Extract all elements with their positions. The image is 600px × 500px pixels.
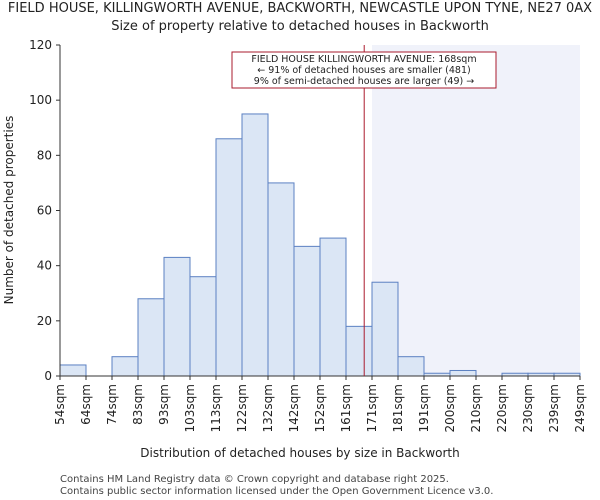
y-tick-label-100: 100 [29,93,52,107]
bar-171sqm [371,281,399,377]
bar-161sqm [345,325,373,377]
y-tick-label-20: 20 [37,314,52,328]
x-tick-label-152sqm: 152sqm [313,384,327,432]
x-tick-label-249sqm: 249sqm [573,384,587,432]
bar-113sqm [215,138,243,377]
annotation-line-1: FIELD HOUSE KILLINGWORTH AVENUE: 168sqm [251,54,476,65]
chart-title: FIELD HOUSE, KILLINGWORTH AVENUE, BACKWO… [8,1,592,16]
x-tick-label-239sqm: 239sqm [547,384,561,432]
x-tick-label-230sqm: 230sqm [521,384,535,432]
bar-93sqm [163,256,191,377]
x-tick-label-113sqm: 113sqm [209,384,223,432]
x-tick-label-181sqm: 181sqm [391,384,405,432]
x-tick-label-93sqm: 93sqm [157,384,171,425]
chart-subtitle: Size of property relative to detached ho… [111,19,489,34]
x-tick-label-132sqm: 132sqm [261,384,275,432]
x-tick-label-200sqm: 200sqm [443,384,457,432]
bar-74sqm [111,356,139,377]
x-tick-label-103sqm: 103sqm [183,384,197,432]
bar-103sqm [189,276,217,377]
bar-152sqm [319,237,347,377]
y-tick-label-120: 120 [29,38,52,52]
bar-200sqm [449,369,477,377]
footer-line-1: Contains HM Land Registry data © Crown c… [60,474,449,485]
bar-181sqm [397,356,425,377]
x-tick-label-83sqm: 83sqm [131,384,145,425]
footer-line-2: Contains public sector information licen… [60,486,493,497]
highlight-region [372,45,580,376]
x-tick-label-171sqm: 171sqm [365,384,379,432]
y-tick-label-40: 40 [37,259,52,273]
annotation-box: FIELD HOUSE KILLINGWORTH AVENUE: 168sqm … [231,51,497,89]
x-tick-label-220sqm: 220sqm [495,384,509,432]
x-tick-label-54sqm: 54sqm [53,384,67,425]
bar-83sqm [137,298,165,377]
x-tick-label-74sqm: 74sqm [105,384,119,425]
annotation-line-2: ← 91% of detached houses are smaller (48… [257,65,470,76]
bar-122sqm [241,113,269,377]
bar-54sqm [59,364,87,377]
bar-132sqm [267,182,295,377]
x-tick-label-210sqm: 210sqm [469,384,483,432]
x-tick-label-142sqm: 142sqm [287,384,301,432]
annotation-frame [231,51,497,89]
y-tick-label-80: 80 [37,148,52,162]
bar-142sqm [293,245,321,377]
x-axis-title: Distribution of detached houses by size … [140,446,459,460]
x-tick-label-122sqm: 122sqm [235,384,249,432]
y-axis-title: Number of detached properties [2,116,16,305]
annotation-line-3: 9% of semi-detached houses are larger (4… [254,76,474,87]
y-tick-label-60: 60 [37,204,52,218]
x-tick-label-64sqm: 64sqm [79,384,93,425]
x-tick-label-191sqm: 191sqm [417,384,431,432]
x-tick-label-161sqm: 161sqm [339,384,353,432]
y-tick-label-0: 0 [44,369,52,383]
